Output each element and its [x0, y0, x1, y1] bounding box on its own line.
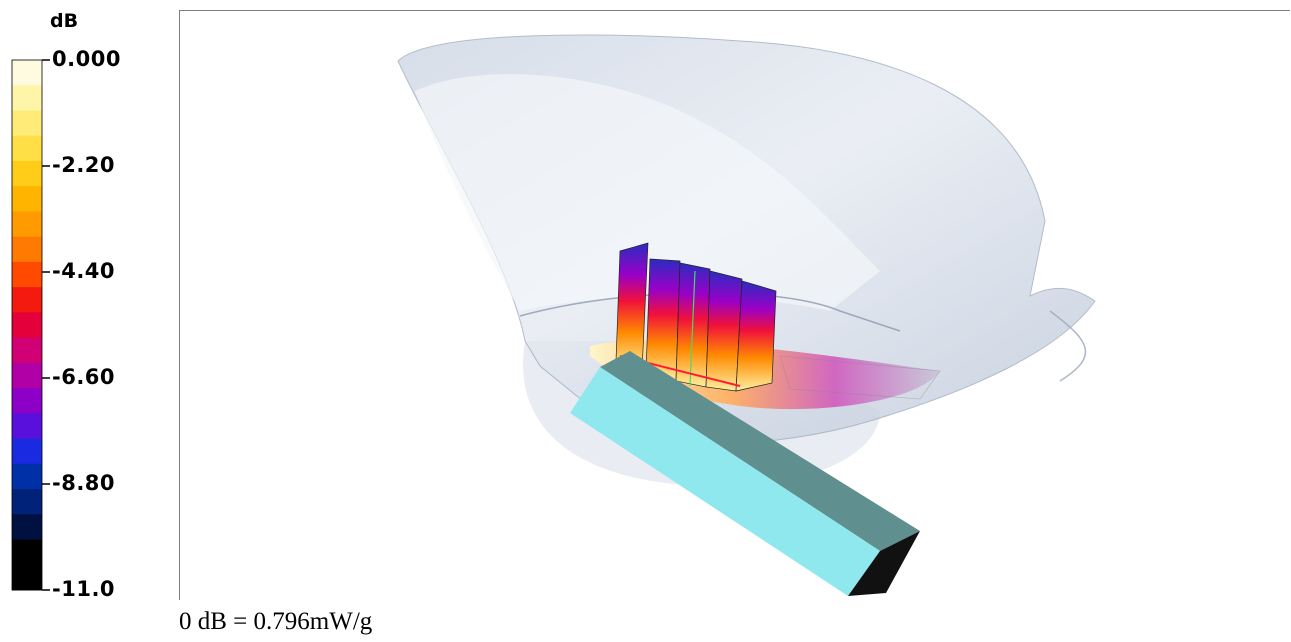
- colorbar-band: [12, 338, 42, 364]
- colorbar: [0, 0, 180, 642]
- colorbar-band: [12, 363, 42, 389]
- colorbar-band: [12, 489, 42, 515]
- colorbar-band: [12, 413, 42, 439]
- colorbar-band: [12, 439, 42, 465]
- colorbar-band: [12, 237, 42, 263]
- colorbar-band: [12, 211, 42, 237]
- sar-3d-render: [180, 11, 1290, 600]
- colorbar-band: [12, 60, 42, 86]
- colorbar-band: [12, 161, 42, 187]
- colorbar-band: [12, 85, 42, 111]
- 3d-viewport[interactable]: [179, 10, 1290, 600]
- colorbar-reference-caption: 0 dB = 0.796mW/g: [179, 608, 372, 636]
- colorbar-tick-label: -11.0: [52, 577, 115, 601]
- colorbar-band: [12, 514, 42, 540]
- colorbar-band: [12, 136, 42, 162]
- colorbar-band: [12, 388, 42, 414]
- colorbar-tick-label: -8.80: [52, 471, 115, 495]
- colorbar-band: [12, 287, 42, 313]
- colorbar-band: [12, 464, 42, 490]
- colorbar-tick-label: 0.000: [52, 47, 121, 71]
- colorbar-band: [12, 262, 42, 288]
- colorbar-tick-label: -2.20: [52, 153, 115, 177]
- colorbar-band: [12, 565, 42, 591]
- colorbar-band: [12, 186, 42, 212]
- colorbar-band: [12, 312, 42, 338]
- colorbar-band: [12, 110, 42, 136]
- colorbar-tick-label: -6.60: [52, 365, 115, 389]
- colorbar-tick-label: -4.40: [52, 259, 115, 283]
- colorbar-band: [12, 540, 42, 566]
